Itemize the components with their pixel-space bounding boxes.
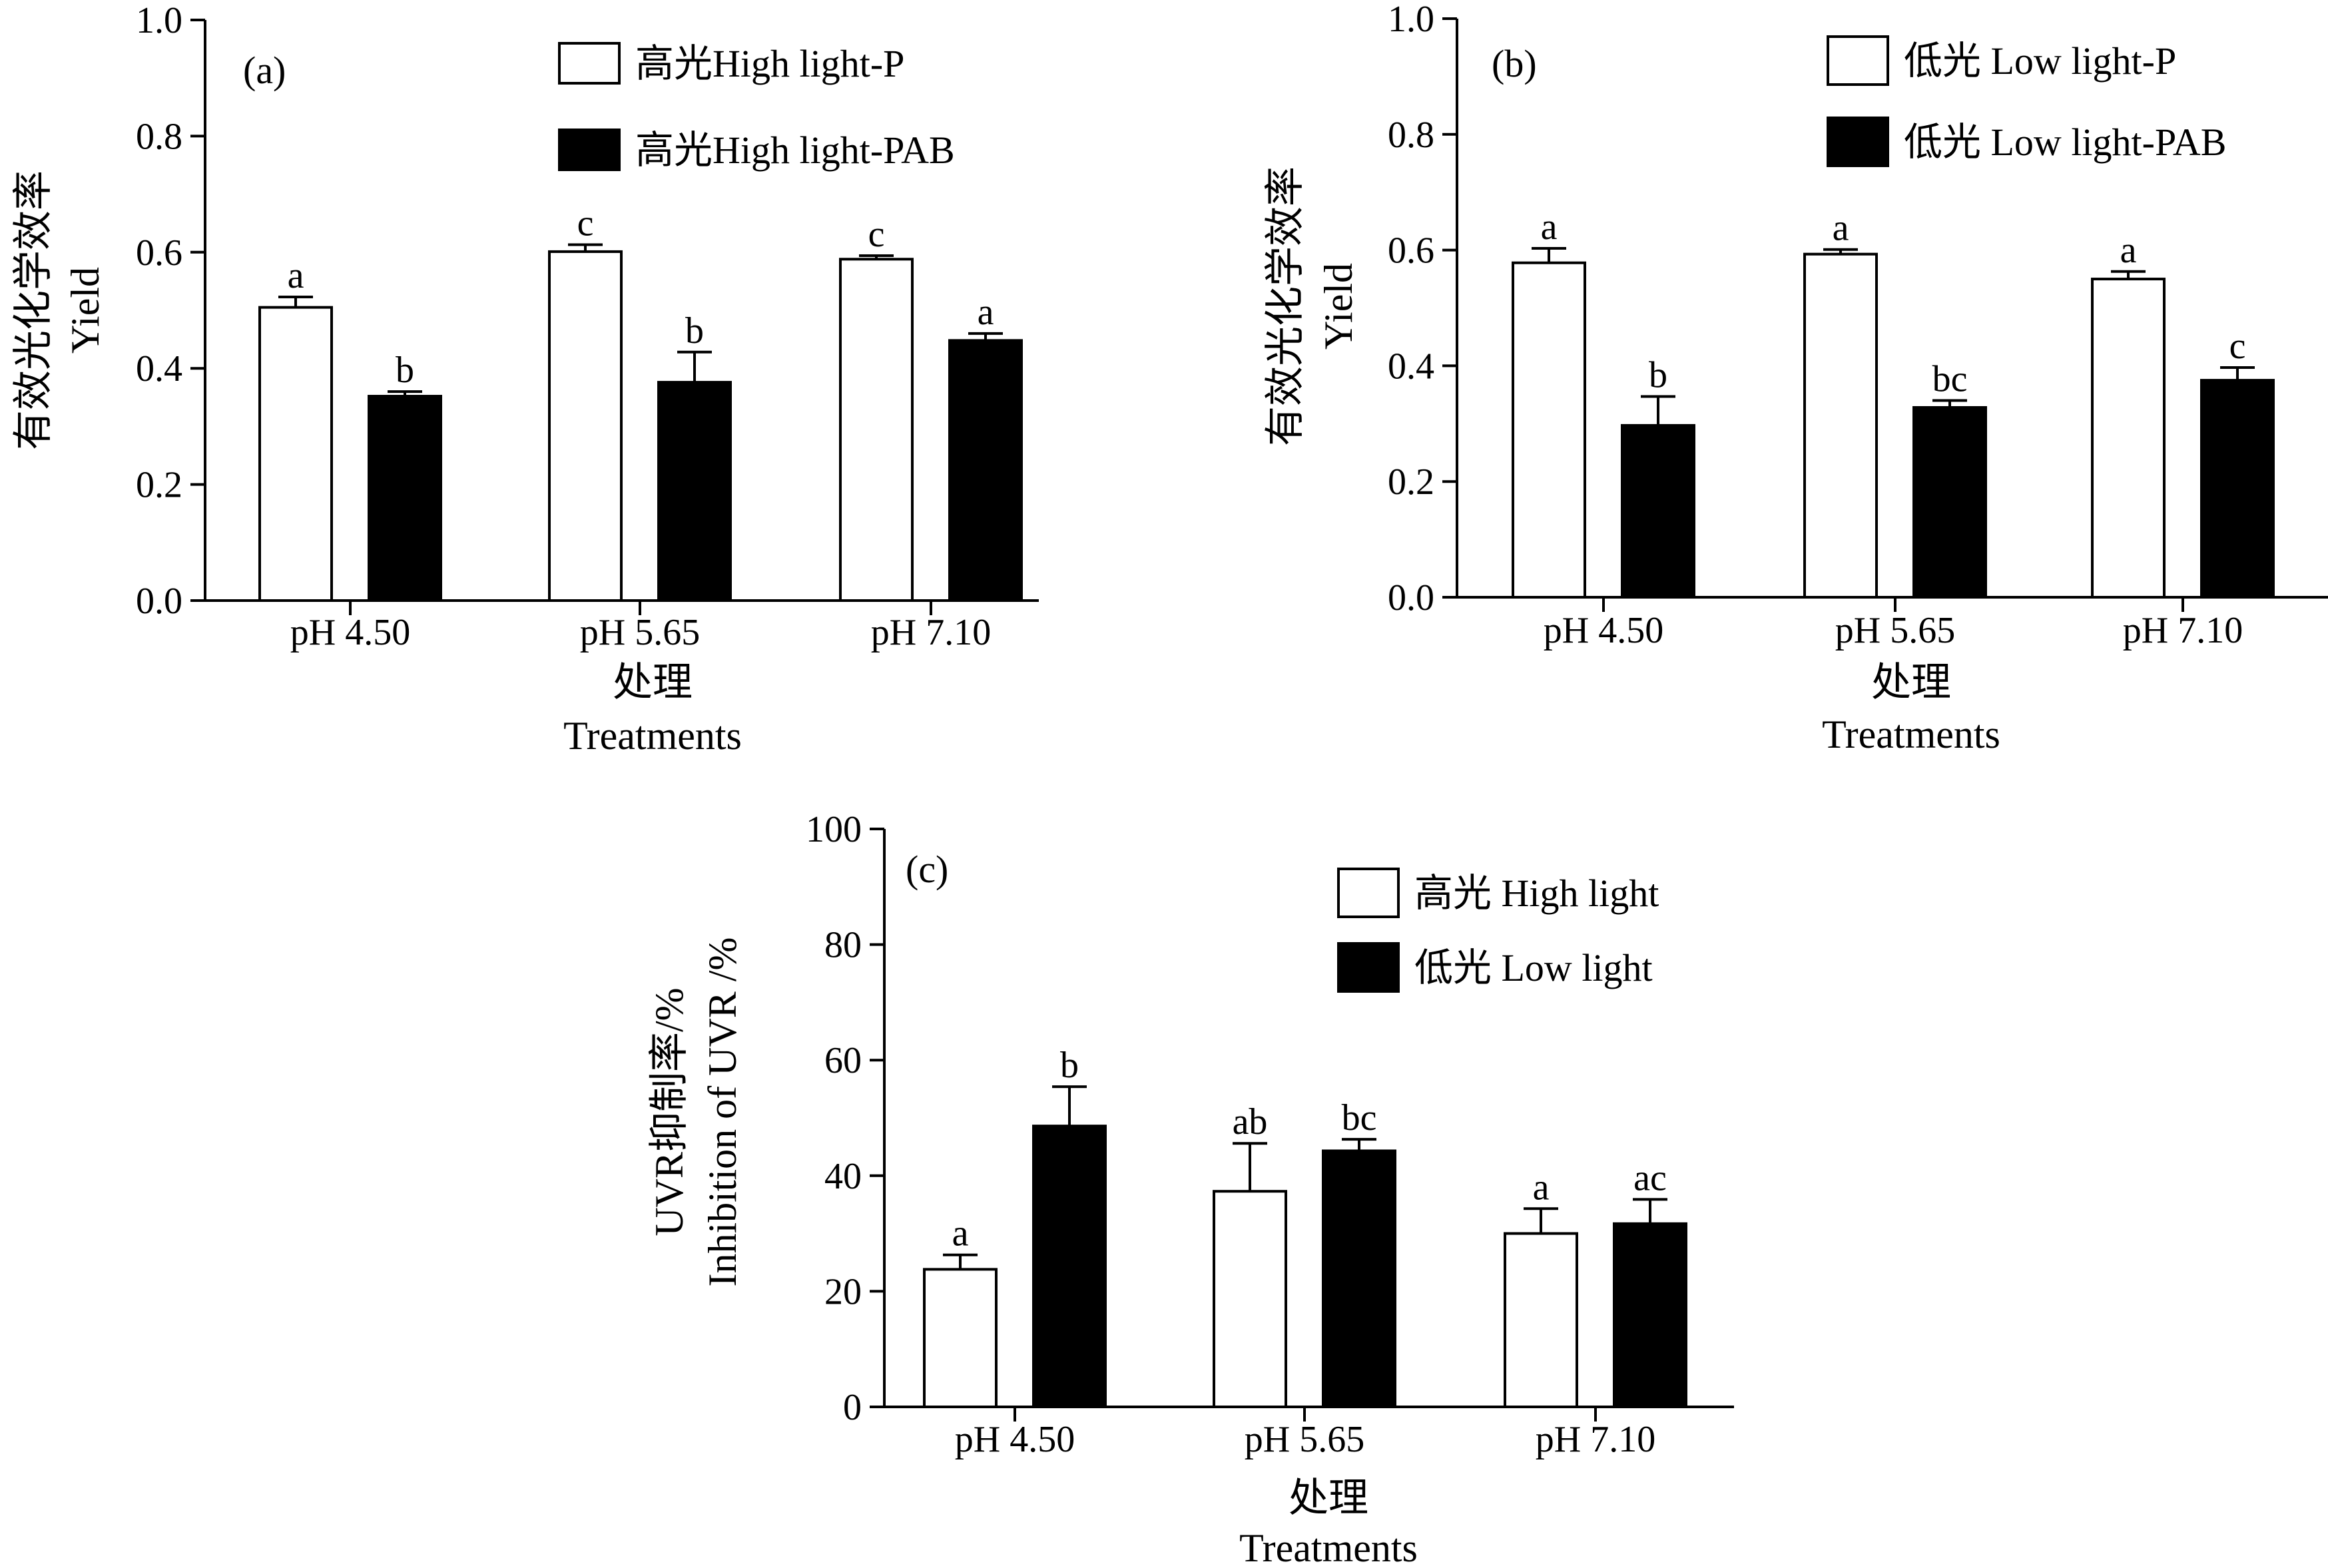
y-axis-title: 有效光化学效率	[11, 170, 55, 450]
significance-label: b	[396, 350, 414, 391]
bar-black-2	[2200, 379, 2275, 599]
significance-label: a	[978, 292, 994, 333]
y-tick-label: 0	[843, 1387, 862, 1428]
y-tick-label: 0.6	[136, 232, 182, 274]
x-category-label: pH 4.50	[1544, 610, 1663, 651]
legend-label: 高光High light-PAB	[635, 129, 955, 172]
x-axis-title: Treatments	[1239, 1526, 1418, 1568]
bar-black-1	[1322, 1149, 1396, 1408]
bar-white-0	[258, 306, 333, 602]
significance-label: a	[2120, 230, 2137, 271]
significance-label: a	[288, 255, 304, 296]
x-axis-title: Treatments	[1822, 712, 2000, 756]
bar-white-0	[1512, 261, 1586, 599]
significance-label: a	[1533, 1167, 1550, 1208]
significance-label: c	[577, 202, 594, 244]
significance-label: c	[868, 214, 885, 255]
significance-label: b	[685, 310, 704, 352]
legend-swatch	[1827, 117, 1889, 167]
legend-swatch	[558, 42, 621, 85]
x-category-label: pH 4.50	[290, 612, 410, 653]
legend-swatch	[1827, 35, 1889, 86]
bar-black-0	[1621, 423, 1695, 599]
bar-black-0	[368, 395, 442, 603]
y-tick-label: 0.4	[136, 348, 182, 390]
y-tick-label: 0.0	[1388, 577, 1434, 619]
legend-label: 高光 High light	[1414, 872, 1659, 915]
significance-label: ab	[1233, 1101, 1268, 1143]
y-axis-title: UVR抑制率/%	[647, 987, 691, 1236]
x-category-label: pH 7.10	[1536, 1419, 1655, 1460]
x-category-label: pH 5.65	[1245, 1419, 1364, 1460]
x-category-label: pH 5.65	[1835, 610, 1955, 651]
x-category-label: pH 5.65	[580, 612, 700, 653]
bar-white-0	[923, 1268, 998, 1409]
bar-white-2	[1504, 1232, 1578, 1408]
bar-white-2	[839, 258, 914, 603]
significance-label: c	[2229, 326, 2246, 367]
bar-white-1	[1803, 252, 1878, 599]
y-tick-label: 0.4	[1388, 346, 1434, 387]
legend-label: 低光 Low light-PAB	[1904, 121, 2226, 164]
legend-label: 低光 Low light	[1414, 946, 1653, 989]
y-tick-label: 0.0	[136, 581, 182, 622]
y-tick-label: 0.8	[136, 116, 182, 157]
y-tick-label: 60	[824, 1040, 862, 1081]
significance-label: b	[1649, 354, 1667, 395]
legend-swatch	[1337, 868, 1400, 918]
bar-black-1	[1912, 405, 1987, 599]
legend-label: 低光 Low light-P	[1904, 39, 2176, 83]
y-axis-title: Yield	[1316, 263, 1360, 350]
y-tick-label: 1.0	[1388, 0, 1434, 40]
x-category-label: pH 7.10	[871, 612, 991, 653]
y-axis-title: Yield	[63, 267, 107, 354]
y-tick-label: 1.0	[136, 0, 182, 41]
chart-panel-b: 0.0 0.2 0.4 0.6 0.8 1.0 pH 4.50 pH 5.65 pH 7.10 a…	[1263, 0, 2328, 756]
y-tick-label: 80	[824, 925, 862, 966]
legend-swatch	[558, 129, 621, 171]
bar-black-0	[1032, 1125, 1107, 1408]
x-axis-title: 处理	[1289, 1476, 1368, 1520]
y-axis-title: Inhibition of UVR /%	[701, 937, 744, 1287]
bar-black-2	[948, 339, 1023, 602]
significance-label: bc	[1342, 1097, 1377, 1139]
bar-white-1	[548, 250, 623, 603]
y-tick-label: 0.8	[1388, 115, 1434, 156]
y-tick-label: 40	[824, 1156, 862, 1197]
x-axis-title: 处理	[613, 660, 693, 704]
panel-label: (c)	[906, 848, 948, 891]
significance-label: ac	[1633, 1157, 1667, 1198]
chart-panel-a: 0.0 0.2 0.4 0.6 0.8 1.0 pH 4.50 pH 5.65 pH 7.10 a…	[11, 0, 1039, 758]
y-tick-label: 0.2	[1388, 461, 1434, 503]
legend-label: 高光High light-P	[635, 42, 904, 85]
significance-label: bc	[1932, 359, 1968, 400]
bar-black-1	[657, 381, 732, 602]
significance-label: a	[952, 1213, 969, 1254]
y-tick-label: 20	[824, 1271, 862, 1312]
significance-label: b	[1060, 1045, 1079, 1086]
panel-label: (b)	[1492, 42, 1537, 85]
bar-white-2	[2091, 278, 2166, 599]
x-axis-title: Treatments	[563, 714, 742, 758]
legend-swatch	[1337, 942, 1400, 993]
y-tick-label: 0.6	[1388, 230, 1434, 272]
bar-black-2	[1613, 1222, 1687, 1408]
y-tick-label: 100	[806, 809, 862, 850]
y-tick-label: 0.2	[136, 465, 182, 506]
bar-white-1	[1213, 1190, 1287, 1408]
significance-label: a	[1833, 208, 1849, 249]
panel-label: (a)	[243, 49, 286, 92]
x-axis-title: 处理	[1871, 660, 1951, 704]
significance-label: a	[1541, 206, 1558, 248]
y-axis-title: 有效光化学效率	[1263, 166, 1307, 446]
x-category-label: pH 4.50	[955, 1419, 1075, 1460]
x-category-label: pH 7.10	[2123, 610, 2243, 651]
